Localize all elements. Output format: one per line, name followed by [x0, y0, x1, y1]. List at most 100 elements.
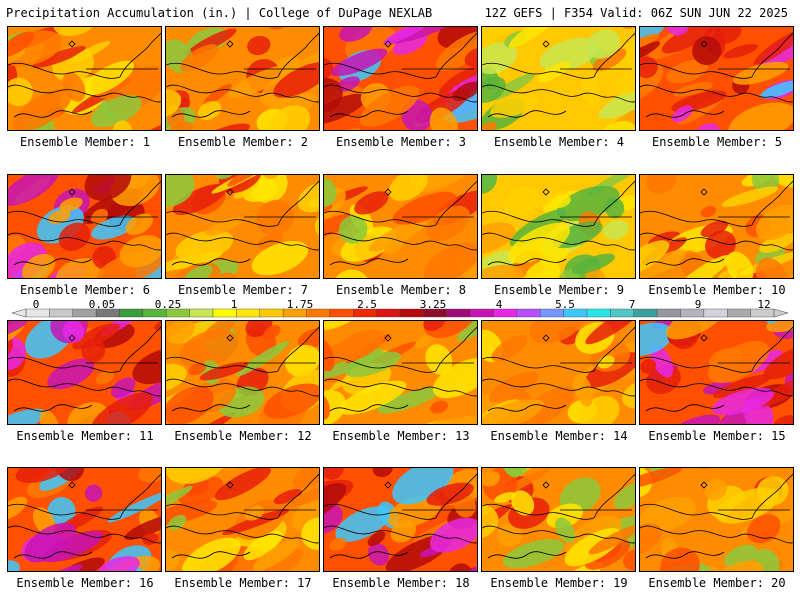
precip-field [166, 321, 319, 424]
colorbar-swatch [516, 308, 541, 318]
colorbar-swatch [119, 308, 144, 318]
precip-field [324, 468, 477, 571]
ensemble-member-label: Ensemble Member: 16 [16, 576, 154, 590]
map-outlines [324, 473, 477, 559]
ensemble-member-map [639, 320, 794, 425]
precip-field [324, 175, 477, 278]
map-outlines [640, 473, 793, 559]
map-outlines [8, 32, 161, 118]
ensemble-member-map [165, 26, 320, 131]
ensemble-member-label: Ensemble Member: 13 [332, 429, 470, 443]
ensemble-member-label: Ensemble Member: 9 [493, 283, 625, 297]
ensemble-member-map [7, 467, 162, 572]
ensemble-member-label: Ensemble Member: 20 [648, 576, 786, 590]
map-outlines [8, 180, 161, 266]
colorbar-swatch [376, 308, 401, 318]
precip-colorbar: 0 0.05 0.25 1 1.75 2.5 3.25 4 5.5 7 9 12 [12, 298, 788, 322]
colorbar-swatch [189, 308, 214, 318]
map-outlines [324, 32, 477, 118]
ensemble-member-label: Ensemble Member: 12 [174, 429, 312, 443]
precip-field [482, 175, 635, 278]
colorbar-swatch [469, 308, 494, 318]
map-outlines [8, 326, 161, 412]
ensemble-member-label: Ensemble Member: 4 [493, 135, 625, 149]
precip-field [324, 27, 477, 130]
precip-field [8, 27, 161, 130]
colorbar-swatch [633, 308, 658, 318]
colorbar-swatch [259, 308, 284, 318]
ensemble-member-label: Ensemble Member: 18 [332, 576, 470, 590]
colorbar-swatch [586, 308, 611, 318]
ensemble-member-map [7, 174, 162, 279]
ensemble-member-label: Ensemble Member: 15 [648, 429, 786, 443]
ensemble-member-label: Ensemble Member: 8 [335, 283, 467, 297]
ensemble-member-map [323, 174, 478, 279]
map-outlines [166, 32, 319, 118]
ensemble-member-map [481, 467, 636, 572]
map-outlines [482, 180, 635, 266]
ensemble-member-label: Ensemble Member: 1 [19, 135, 151, 149]
map-outlines [166, 473, 319, 559]
ensemble-member-map [639, 467, 794, 572]
colorbar-tick-label: 0.05 [88, 298, 116, 311]
colorbar-swatch [703, 308, 728, 318]
ensemble-member-map [639, 26, 794, 131]
precip-field [166, 175, 319, 278]
precip-field [482, 321, 635, 424]
ensemble-member-label: Ensemble Member: 11 [16, 429, 154, 443]
precip-field [324, 321, 477, 424]
ensemble-member-label: Ensemble Member: 10 [648, 283, 786, 297]
map-outlines [166, 180, 319, 266]
map-outlines [8, 473, 161, 559]
colorbar-tick-label: 7 [628, 298, 636, 311]
ensemble-member-label: Ensemble Member: 7 [177, 283, 309, 297]
ensemble-member-map [165, 467, 320, 572]
colorbar-swatch [236, 308, 260, 318]
ensemble-member-label: Ensemble Member: 19 [490, 576, 628, 590]
map-outlines [166, 326, 319, 412]
map-outlines [482, 326, 635, 412]
precip-field [8, 321, 161, 424]
ensemble-member-map [323, 26, 478, 131]
map-outlines [324, 180, 477, 266]
ensemble-member-map [481, 26, 636, 131]
precip-field [482, 468, 635, 571]
map-outlines [640, 32, 793, 118]
map-outlines [482, 32, 635, 118]
colorbar-tick-label: 0 [32, 298, 40, 311]
colorbar-swatch [329, 308, 354, 318]
precip-field [166, 468, 319, 571]
ensemble-member-label: Ensemble Member: 6 [19, 283, 151, 297]
ensemble-member-map [323, 320, 478, 425]
precip-field [640, 175, 793, 278]
ensemble-member-map [7, 320, 162, 425]
ensemble-member-label: Ensemble Member: 3 [335, 135, 467, 149]
colorbar-tick-label: 1 [230, 298, 238, 311]
precip-field [482, 27, 635, 130]
precip-field [640, 321, 793, 424]
map-outlines [482, 473, 635, 559]
ensemble-member-map [165, 174, 320, 279]
colorbar-swatch [446, 308, 471, 318]
map-title: Precipitation Accumulation (in.) | Colle… [6, 6, 433, 20]
ensemble-member-label: Ensemble Member: 2 [177, 135, 309, 149]
precip-field [8, 468, 161, 571]
ensemble-member-map [639, 174, 794, 279]
precip-field [166, 27, 319, 130]
ensemble-member-label: Ensemble Member: 17 [174, 576, 312, 590]
ensemble-member-map [165, 320, 320, 425]
colorbar-tick-label: 1.75 [286, 298, 314, 311]
colorbar-tick-label: 2.5 [357, 298, 377, 311]
colorbar-graphic [12, 308, 788, 318]
ensemble-member-map [323, 467, 478, 572]
colorbar-tick-label: 9 [694, 298, 702, 311]
ensemble-member-map [481, 320, 636, 425]
colorbar-max-arrow [773, 308, 788, 318]
model-run-info: 12Z GEFS | F354 Valid: 06Z SUN JUN 22 20… [484, 6, 788, 20]
colorbar-tick-label: 0.25 [154, 298, 182, 311]
ensemble-member-label: Ensemble Member: 5 [651, 135, 783, 149]
colorbar-tick-label: 12 [757, 298, 771, 311]
ensemble-member-map [481, 174, 636, 279]
colorbar-tick-label: 4 [495, 298, 503, 311]
precip-field [640, 468, 793, 571]
